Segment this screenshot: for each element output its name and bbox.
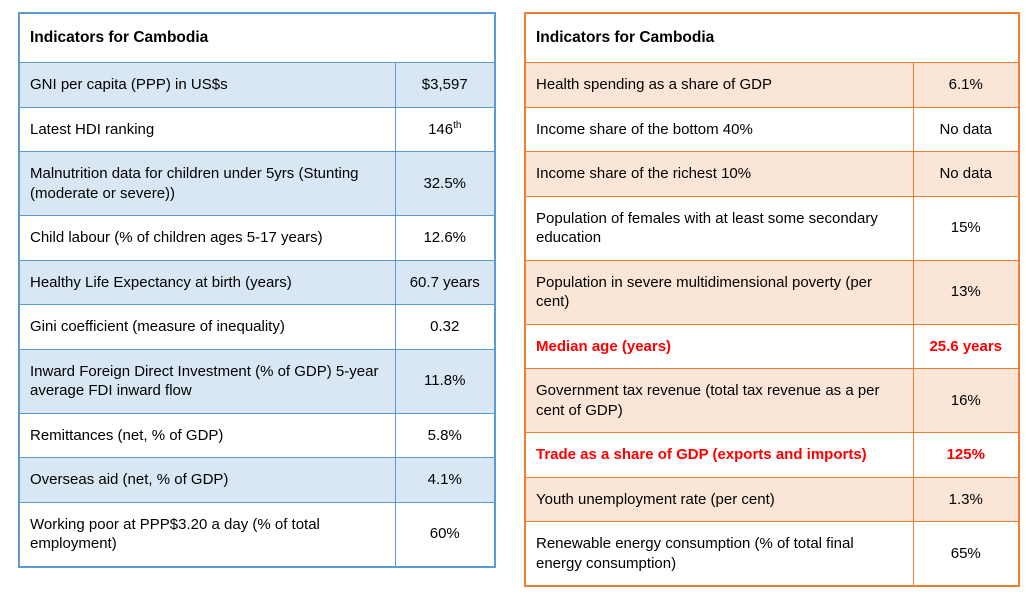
table-row: Gini coefficient (measure of inequality)… <box>18 304 496 350</box>
indicator-label: Income share of the bottom 40% <box>524 106 914 153</box>
indicator-value: 146th <box>394 106 496 153</box>
table-row-highlighted: Median age (years) 25.6 years <box>524 323 1020 370</box>
table-row: Working poor at PPP$3.20 a day (% of tot… <box>18 501 496 568</box>
indicator-value: 32.5% <box>394 151 496 217</box>
indicator-label: GNI per capita (PPP) in US$s <box>18 62 396 108</box>
indicator-label: Government tax revenue (total tax revenu… <box>524 368 914 434</box>
indicator-label: Youth unemployment rate (per cent) <box>524 476 914 523</box>
indicator-label: Population in severe multidimensional po… <box>524 259 914 325</box>
indicator-value: 60.7 years <box>394 259 496 306</box>
indicator-value: 125% <box>912 432 1020 478</box>
indicator-label: Malnutrition data for children under 5yr… <box>18 151 396 217</box>
indicator-label: Overseas aid (net, % of GDP) <box>18 457 396 503</box>
indicator-value: 6.1% <box>912 62 1020 108</box>
indicator-label: Inward Foreign Direct Investment (% of G… <box>18 348 396 414</box>
table-row: Malnutrition data for children under 5yr… <box>18 151 496 217</box>
value-number: 146 <box>428 120 454 138</box>
table-row: Youth unemployment rate (per cent) 1.3% <box>524 476 1020 523</box>
indicator-value: 13% <box>912 259 1020 325</box>
indicator-value: 5.8% <box>394 412 496 459</box>
table-row: Latest HDI ranking 146th <box>18 106 496 153</box>
indicator-label: Population of females with at least some… <box>524 195 914 261</box>
indicators-table-left: Indicators for Cambodia GNI per capita (… <box>18 12 496 568</box>
table-row: Population in severe multidimensional po… <box>524 259 1020 325</box>
table-row-highlighted: Trade as a share of GDP (exports and imp… <box>524 432 1020 478</box>
table-header-row: Indicators for Cambodia <box>18 12 496 64</box>
indicator-value: 16% <box>912 368 1020 434</box>
indicator-value: 4.1% <box>394 457 496 503</box>
indicator-value: 60% <box>394 501 496 568</box>
indicator-value: 25.6 years <box>912 323 1020 370</box>
table-row: Population of females with at least some… <box>524 195 1020 261</box>
indicator-value: $3,597 <box>394 62 496 108</box>
table-row: Overseas aid (net, % of GDP) 4.1% <box>18 457 496 503</box>
indicator-value: 0.32 <box>394 304 496 350</box>
table-row: Remittances (net, % of GDP) 5.8% <box>18 412 496 459</box>
indicators-table-right: Indicators for Cambodia Health spending … <box>524 12 1020 588</box>
table-row: Inward Foreign Direct Investment (% of G… <box>18 348 496 414</box>
indicator-value: 12.6% <box>394 215 496 261</box>
indicator-value: 65% <box>912 521 1020 587</box>
indicator-label: Child labour (% of children ages 5-17 ye… <box>18 215 396 261</box>
table-row: Healthy Life Expectancy at birth (years)… <box>18 259 496 306</box>
indicator-label: Trade as a share of GDP (exports and imp… <box>524 432 914 478</box>
indicator-label: Healthy Life Expectancy at birth (years) <box>18 259 396 306</box>
indicator-value: 15% <box>912 195 1020 261</box>
indicator-label: Income share of the richest 10% <box>524 151 914 197</box>
table-row: Income share of the bottom 40% No data <box>524 106 1020 153</box>
indicator-label: Renewable energy consumption (% of total… <box>524 521 914 587</box>
indicator-label: Gini coefficient (measure of inequality) <box>18 304 396 350</box>
indicator-label: Median age (years) <box>524 323 914 370</box>
table-row: Child labour (% of children ages 5-17 ye… <box>18 215 496 261</box>
indicator-value: 11.8% <box>394 348 496 414</box>
table-row: Renewable energy consumption (% of total… <box>524 521 1020 587</box>
table-row: GNI per capita (PPP) in US$s $3,597 <box>18 62 496 108</box>
indicator-value: No data <box>912 151 1020 197</box>
table-row: Income share of the richest 10% No data <box>524 151 1020 197</box>
indicator-label: Latest HDI ranking <box>18 106 396 153</box>
table-header-row: Indicators for Cambodia <box>524 12 1020 64</box>
value-ordinal-suffix: th <box>453 119 462 131</box>
indicator-label: Health spending as a share of GDP <box>524 62 914 108</box>
indicator-label: Working poor at PPP$3.20 a day (% of tot… <box>18 501 396 568</box>
indicator-label: Remittances (net, % of GDP) <box>18 412 396 459</box>
table-row: Health spending as a share of GDP 6.1% <box>524 62 1020 108</box>
table-row: Government tax revenue (total tax revenu… <box>524 368 1020 434</box>
table-title: Indicators for Cambodia <box>524 12 1020 64</box>
indicator-value: No data <box>912 106 1020 153</box>
indicator-value: 1.3% <box>912 476 1020 523</box>
table-title: Indicators for Cambodia <box>18 12 496 64</box>
